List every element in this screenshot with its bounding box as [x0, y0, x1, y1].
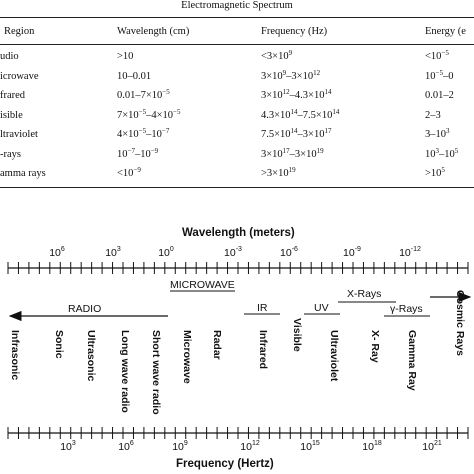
cell-frequency: <3×109: [261, 49, 293, 63]
cell-frequency: >3×1019: [261, 166, 296, 180]
region-label: Radar: [211, 330, 223, 360]
cell-wavelength: >10: [117, 51, 134, 62]
tick-label: 100: [158, 246, 174, 259]
tick-label: 1018: [362, 440, 382, 453]
cell-wavelength: 10–0.01: [117, 70, 152, 82]
cell-energy: 2–3: [425, 109, 441, 121]
cell-wavelength: <10−9: [117, 166, 141, 180]
cell-frequency: 3×1012–4.3×1014: [261, 88, 332, 102]
region-label: Infrared: [257, 330, 269, 370]
tick-label: 103: [105, 246, 121, 259]
cell-wavelength: 7×10−5–4×10−5: [117, 107, 181, 121]
tick-label: 10-12: [399, 246, 421, 259]
cell-energy: >105: [425, 166, 445, 180]
region-label: Short wave radio: [150, 330, 162, 415]
table-row: icrowave 10–0.01 3×109–3×1012 10−5–0: [0, 68, 474, 84]
cell-frequency: 3×109–3×1012: [261, 68, 321, 82]
table-top-rule: [0, 17, 474, 18]
cell-region: frared: [0, 90, 26, 101]
cell-frequency: 7.5×1014–3×1017: [261, 127, 332, 141]
table-row: frared 0.01–7×10−5 3×1012–4.3×1014 0.01–2: [0, 88, 474, 103]
cell-region: isible: [0, 109, 23, 121]
tick-label: 103: [60, 440, 76, 453]
spectrum-table: Electromagnetic Spectrum Region Waveleng…: [0, 0, 474, 190]
table-row: amma rays <10−9 >3×1019 >105: [0, 166, 474, 181]
cell-energy: 10−5–0: [425, 68, 454, 82]
header-wavelength: Wavelength (cm): [117, 26, 190, 37]
header-energy: Energy (e: [425, 26, 466, 37]
wavelength-axis: [7, 262, 469, 274]
cell-energy: <10−5: [425, 49, 449, 63]
spectrum-diagram: Wavelength (meters) 106 103 100 10-3 10-6 10-…: [0, 190, 474, 474]
wavelength-axis-title: Wavelength (meters): [182, 227, 295, 239]
table-bottom-rule: [0, 187, 474, 188]
band-uv: UV: [314, 302, 329, 314]
cell-region: udio: [0, 51, 19, 62]
region-label: Cosmic Rays: [454, 290, 466, 356]
band-microwave: MICROWAVE: [170, 279, 235, 291]
region-label: Ultrasonic: [85, 330, 97, 382]
band-gamma: γ-Rays: [390, 303, 423, 315]
table-title: Electromagnetic Spectrum: [181, 0, 293, 11]
tick-label: 1012: [240, 440, 260, 453]
band-xrays: X-Rays: [347, 288, 382, 300]
cell-energy: 103–105: [425, 146, 459, 160]
cell-frequency: 4.3×1014–7.5×1014: [261, 107, 340, 121]
cell-energy: 3–103: [425, 127, 450, 141]
region-label: Ultraviolet: [328, 330, 340, 382]
diagram-lines: [7, 262, 472, 439]
table-header-rule: [0, 44, 474, 45]
table-row: isible 7×10−5–4×10−5 4.3×1014–7.5×1014 2–3: [0, 107, 474, 123]
region-label: Gamma Ray: [406, 330, 418, 391]
header-frequency: Frequency (Hz): [261, 26, 328, 37]
region-label: X- Ray: [369, 330, 381, 363]
tick-label: 106: [118, 440, 134, 453]
table-row: ltraviolet 4×10−5–10−7 7.5×1014–3×1017 3–10…: [0, 127, 474, 142]
tick-label: 1021: [422, 440, 442, 453]
frequency-axis-title: Frequency (Hertz): [176, 458, 274, 470]
band-ir: IR: [257, 302, 268, 314]
region-label: Visible: [291, 318, 303, 352]
cell-wavelength: 10−7–10−9: [117, 146, 159, 160]
region-label: Infrasonic: [9, 330, 21, 381]
tick-label: 10-3: [224, 246, 242, 259]
region-label: Microwave: [181, 330, 193, 384]
tick-label: 106: [49, 246, 65, 259]
cell-region: amma rays: [0, 168, 46, 179]
table-row: -rays 10−7–10−9 3×1017–3×1019 103–105: [0, 146, 474, 162]
band-radio: RADIO: [68, 303, 102, 315]
cell-region: ltraviolet: [0, 129, 38, 140]
cell-wavelength: 4×10−5–10−7: [117, 127, 170, 141]
tick-label: 10-6: [280, 246, 298, 259]
tick-label: 10-9: [343, 246, 361, 259]
cell-region: icrowave: [0, 70, 39, 82]
region-label: Long wave radio: [119, 330, 131, 413]
cell-frequency: 3×1017–3×1019: [261, 146, 324, 160]
region-label: Sonic: [53, 330, 65, 359]
tick-label: 1015: [300, 440, 320, 453]
frequency-axis: [7, 427, 469, 439]
table-row: udio >10 <3×109 <10−5: [0, 49, 474, 64]
cell-wavelength: 0.01–7×10−5: [117, 88, 170, 102]
cell-energy: 0.01–2: [425, 90, 454, 101]
tick-label: 109: [172, 440, 188, 453]
header-region: Region: [4, 26, 35, 37]
cell-region: -rays: [0, 148, 21, 160]
